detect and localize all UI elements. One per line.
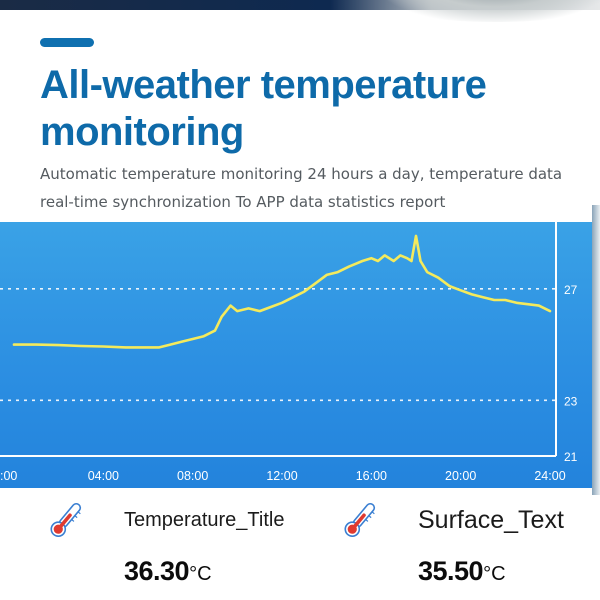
stat-value-number: 35.50	[418, 556, 484, 586]
stat-title-temperature: Temperature_Title	[124, 509, 285, 531]
x-tick-label: 16:00	[356, 469, 387, 483]
y-tick-label: 21	[564, 450, 578, 464]
stat-value-surface: 35.50°C	[418, 556, 506, 587]
description-line2: real-time synchronization To APP data st…	[40, 193, 446, 211]
stat-title-surface: Surface_Text	[418, 506, 564, 534]
stat-value-unit: °C	[189, 563, 212, 585]
device-edge-decoration	[380, 0, 600, 22]
page-title: All-weather temperature monitoring	[40, 62, 580, 156]
page-title-line2: monitoring	[40, 110, 244, 154]
chart-panel-edge	[592, 205, 600, 495]
x-tick-label: 24:00	[534, 469, 565, 483]
x-tick-label: 20:00	[445, 469, 476, 483]
accent-bar	[40, 38, 94, 47]
stat-value-temperature: 36.30°C	[124, 556, 212, 587]
series-line	[12, 234, 552, 349]
top-edge-shadow	[0, 0, 600, 10]
x-tick-label: 08:00	[177, 469, 208, 483]
thermometer-icon	[50, 502, 82, 537]
temperature-chart-svg: 27 23 21 :00 04:00 08:00 12:00 16:00 20:00 24:00	[0, 222, 578, 483]
temperature-chart: 27 23 21 :00 04:00 08:00 12:00 16:00 20:00 24:00	[0, 222, 592, 488]
stat-value-number: 36.30	[124, 556, 190, 586]
thermometer-icon	[344, 502, 376, 537]
y-tick-label: 23	[564, 394, 578, 408]
description-line1: Automatic temperature monitoring 24 hour…	[40, 165, 563, 183]
stat-value-unit: °C	[483, 563, 506, 585]
x-tick-label: 12:00	[266, 469, 297, 483]
page-title-line1: All-weather temperature	[40, 63, 487, 107]
x-tick-label: :00	[0, 469, 17, 483]
x-tick-label: 04:00	[88, 469, 119, 483]
y-tick-label: 27	[564, 283, 578, 297]
